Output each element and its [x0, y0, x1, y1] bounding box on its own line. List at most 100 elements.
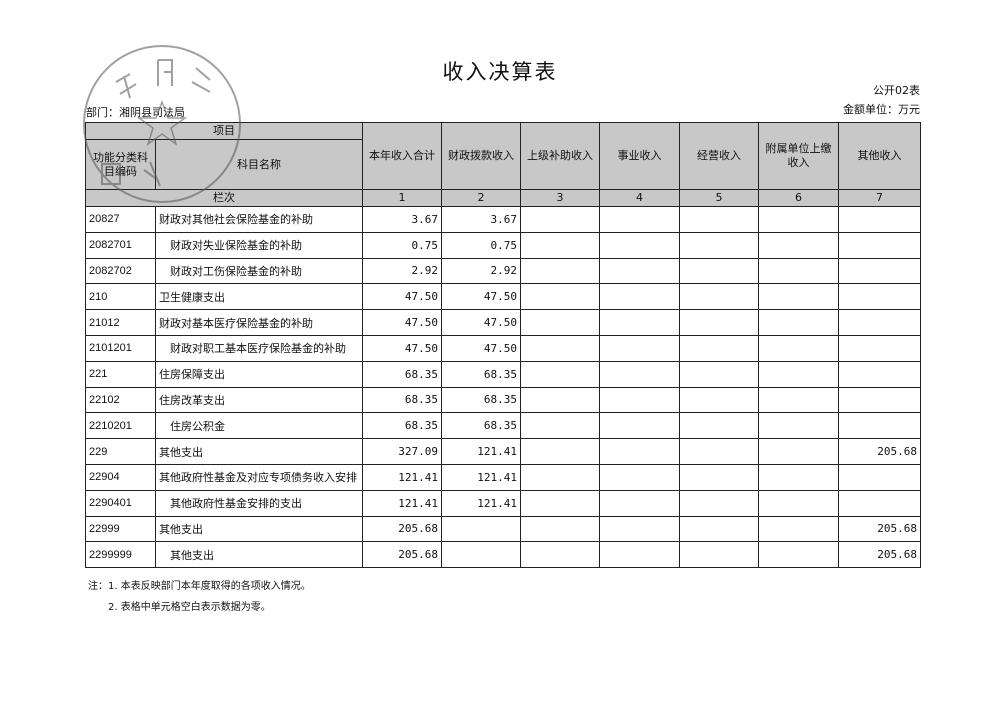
row-value-col-1: 205.68 — [362, 541, 442, 569]
row-value-col-7: 205.68 — [838, 515, 921, 543]
row-value-col-7 — [838, 206, 921, 233]
row-value-col-2: 68.35 — [441, 386, 521, 414]
row-value-col-4 — [599, 257, 680, 285]
row-name: 财政对工伤保险基金的补助 — [155, 257, 363, 285]
row-value-col-3 — [520, 360, 600, 388]
row-value-col-2: 0.75 — [441, 231, 521, 259]
note-1: 注：1. 本表反映部门本年度取得的各项收入情况。 — [88, 581, 311, 592]
row-value-col-2 — [441, 541, 521, 569]
header-col-7: 其他收入 — [838, 122, 921, 190]
seq-3: 3 — [520, 189, 600, 207]
amount-unit: 金额单位：万元 — [843, 103, 920, 116]
row-value-col-4 — [599, 386, 680, 414]
row-value-col-6 — [758, 386, 839, 414]
row-code: 2290401 — [85, 489, 156, 517]
row-code: 2082702 — [85, 257, 156, 285]
seq-1: 1 — [362, 189, 442, 207]
table-row: 2082701 财政对失业保险基金的补助 0.75 0.75 — [85, 231, 921, 259]
row-value-col-3 — [520, 386, 600, 414]
row-value-col-5 — [679, 463, 759, 491]
row-value-col-4 — [599, 438, 680, 465]
row-value-col-6 — [758, 257, 839, 285]
row-code: 210 — [85, 283, 156, 311]
row-value-col-3 — [520, 334, 600, 362]
row-name: 其他支出 — [155, 438, 363, 465]
table-row: 229 其他支出 327.09 121.41 205.68 — [85, 438, 921, 465]
row-value-col-5 — [679, 386, 759, 414]
form-number: 公开02表 — [873, 84, 920, 97]
row-value-col-7: 205.68 — [838, 438, 921, 465]
row-name: 财政对其他社会保险基金的补助 — [155, 206, 363, 233]
row-value-col-5 — [679, 412, 759, 440]
table-row: 2299999 其他支出 205.68 205.68 — [85, 541, 921, 569]
row-value-col-7 — [838, 463, 921, 491]
row-value-col-2 — [441, 515, 521, 543]
row-value-col-6 — [758, 463, 839, 491]
seq-6: 6 — [758, 189, 839, 207]
row-value-col-1: 68.35 — [362, 360, 442, 388]
notes: 注：1. 本表反映部门本年度取得的各项收入情况。 2. 表格中单元格空白表示数据… — [88, 576, 311, 618]
row-value-col-5 — [679, 438, 759, 465]
row-name: 其他支出 — [155, 541, 363, 569]
table-row: 221 住房保障支出 68.35 68.35 — [85, 360, 921, 388]
seq-2: 2 — [441, 189, 521, 207]
row-value-col-4 — [599, 334, 680, 362]
row-value-col-4 — [599, 463, 680, 491]
income-table: 项目 本年收入合计 财政拨款收入 上级补助收入 事业收入 经营收入 附属单位上缴… — [85, 122, 921, 569]
row-value-col-2: 47.50 — [441, 334, 521, 362]
header-item: 项目 — [85, 122, 363, 140]
row-value-col-7 — [838, 412, 921, 440]
row-value-col-5 — [679, 515, 759, 543]
row-value-col-3 — [520, 206, 600, 233]
header-col-3: 上级补助收入 — [520, 122, 600, 190]
row-value-col-5 — [679, 334, 759, 362]
row-value-col-3 — [520, 257, 600, 285]
row-code: 221 — [85, 360, 156, 388]
row-value-col-1: 121.41 — [362, 489, 442, 517]
row-value-col-6 — [758, 412, 839, 440]
header-name: 科目名称 — [155, 139, 363, 190]
row-code: 22904 — [85, 463, 156, 491]
row-value-col-5 — [679, 309, 759, 336]
table-row: 22999 其他支出 205.68 205.68 — [85, 515, 921, 543]
row-value-col-1: 327.09 — [362, 438, 442, 465]
row-value-col-7 — [838, 231, 921, 259]
row-code: 21012 — [85, 309, 156, 336]
row-value-col-2: 68.35 — [441, 412, 521, 440]
table-row: 2290401 其他政府性基金安排的支出 121.41 121.41 — [85, 489, 921, 517]
row-code: 2210201 — [85, 412, 156, 440]
row-value-col-7 — [838, 309, 921, 336]
table-row: 2101201 财政对职工基本医疗保险基金的补助 47.50 47.50 — [85, 334, 921, 362]
row-value-col-7 — [838, 334, 921, 362]
row-value-col-6 — [758, 309, 839, 336]
row-value-col-6 — [758, 515, 839, 543]
row-code: 22999 — [85, 515, 156, 543]
row-value-col-5 — [679, 360, 759, 388]
seq-7: 7 — [838, 189, 921, 207]
row-value-col-7 — [838, 257, 921, 285]
row-value-col-6 — [758, 334, 839, 362]
row-value-col-6 — [758, 541, 839, 569]
row-value-col-2: 121.41 — [441, 489, 521, 517]
row-value-col-3 — [520, 412, 600, 440]
table-row: 20827 财政对其他社会保险基金的补助 3.67 3.67 — [85, 206, 921, 233]
row-value-col-1: 68.35 — [362, 412, 442, 440]
row-value-col-1: 3.67 — [362, 206, 442, 233]
row-value-col-2: 3.67 — [441, 206, 521, 233]
row-value-col-5 — [679, 257, 759, 285]
row-value-col-6 — [758, 360, 839, 388]
row-value-col-3 — [520, 489, 600, 517]
row-code: 2299999 — [85, 541, 156, 569]
row-value-col-4 — [599, 412, 680, 440]
row-code: 20827 — [85, 206, 156, 233]
department-label: 部门：湘阴县司法局 — [86, 106, 185, 119]
row-value-col-6 — [758, 438, 839, 465]
page-title: 收入决算表 — [442, 60, 558, 84]
row-value-col-7 — [838, 283, 921, 311]
row-value-col-4 — [599, 231, 680, 259]
note-2: 2. 表格中单元格空白表示数据为零。 — [108, 602, 271, 613]
row-value-col-3 — [520, 283, 600, 311]
row-name: 其他政府性基金安排的支出 — [155, 489, 363, 517]
row-name: 其他政府性基金及对应专项债务收入安排 — [155, 463, 363, 491]
